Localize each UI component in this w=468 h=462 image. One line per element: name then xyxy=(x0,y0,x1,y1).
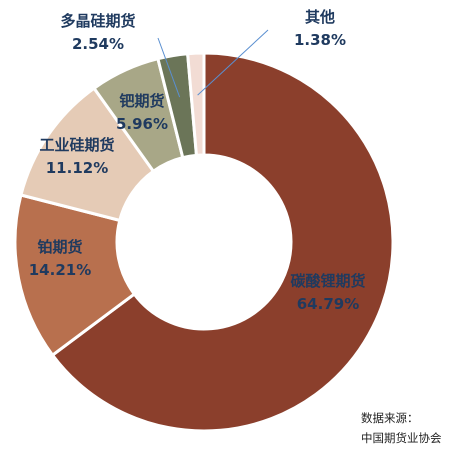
slice-value-polysilicon: 2.54% xyxy=(72,35,124,53)
slice-value-industrial-silicon: 11.12% xyxy=(46,159,108,177)
slice-category-platinum: 铂期货 xyxy=(37,238,82,256)
slice-value-palladium: 5.96% xyxy=(116,115,168,133)
slice-label-lithium-carbonate: 碳酸锂期货 64.79% xyxy=(290,272,365,313)
source-name: 中国期货业协会 xyxy=(361,431,442,445)
slice-category-polysilicon: 多晶硅期货 xyxy=(60,12,135,30)
slice-label-polysilicon: 多晶硅期货 2.54% xyxy=(60,12,135,53)
slice-category-lithium-carbonate: 碳酸锂期货 xyxy=(290,272,365,290)
slice-category-industrial-silicon: 工业硅期货 xyxy=(39,136,114,154)
slice-value-platinum: 14.21% xyxy=(29,261,91,279)
slice-category-other: 其他 xyxy=(305,8,335,26)
slices-group xyxy=(13,51,395,433)
source-prefix: 数据来源： xyxy=(361,411,419,425)
slice-label-palladium: 钯期货 5.96% xyxy=(116,92,168,133)
slice-other xyxy=(186,51,206,157)
slice-label-industrial-silicon: 工业硅期货 11.12% xyxy=(39,136,114,177)
slice-value-lithium-carbonate: 64.79% xyxy=(297,295,359,313)
slice-label-other: 其他 1.38% xyxy=(294,8,346,49)
slice-value-other: 1.38% xyxy=(294,31,346,49)
leader-lines-group xyxy=(157,29,269,98)
slice-platinum xyxy=(13,193,137,358)
slice-category-palladium: 钯期货 xyxy=(119,92,164,110)
labels-group: 碳酸锂期货 64.79% 铂期货 14.21% 工业硅期货 11.12% 钯期货 5.96% 多… xyxy=(29,8,366,313)
leader-line-other xyxy=(197,29,269,96)
leader-line-polysilicon xyxy=(157,37,181,98)
data-source-note: 数据来源： 中国期货业协会 xyxy=(361,408,442,448)
slice-label-platinum: 铂期货 14.21% xyxy=(29,238,91,279)
slice-lithium-carbonate xyxy=(50,51,395,433)
